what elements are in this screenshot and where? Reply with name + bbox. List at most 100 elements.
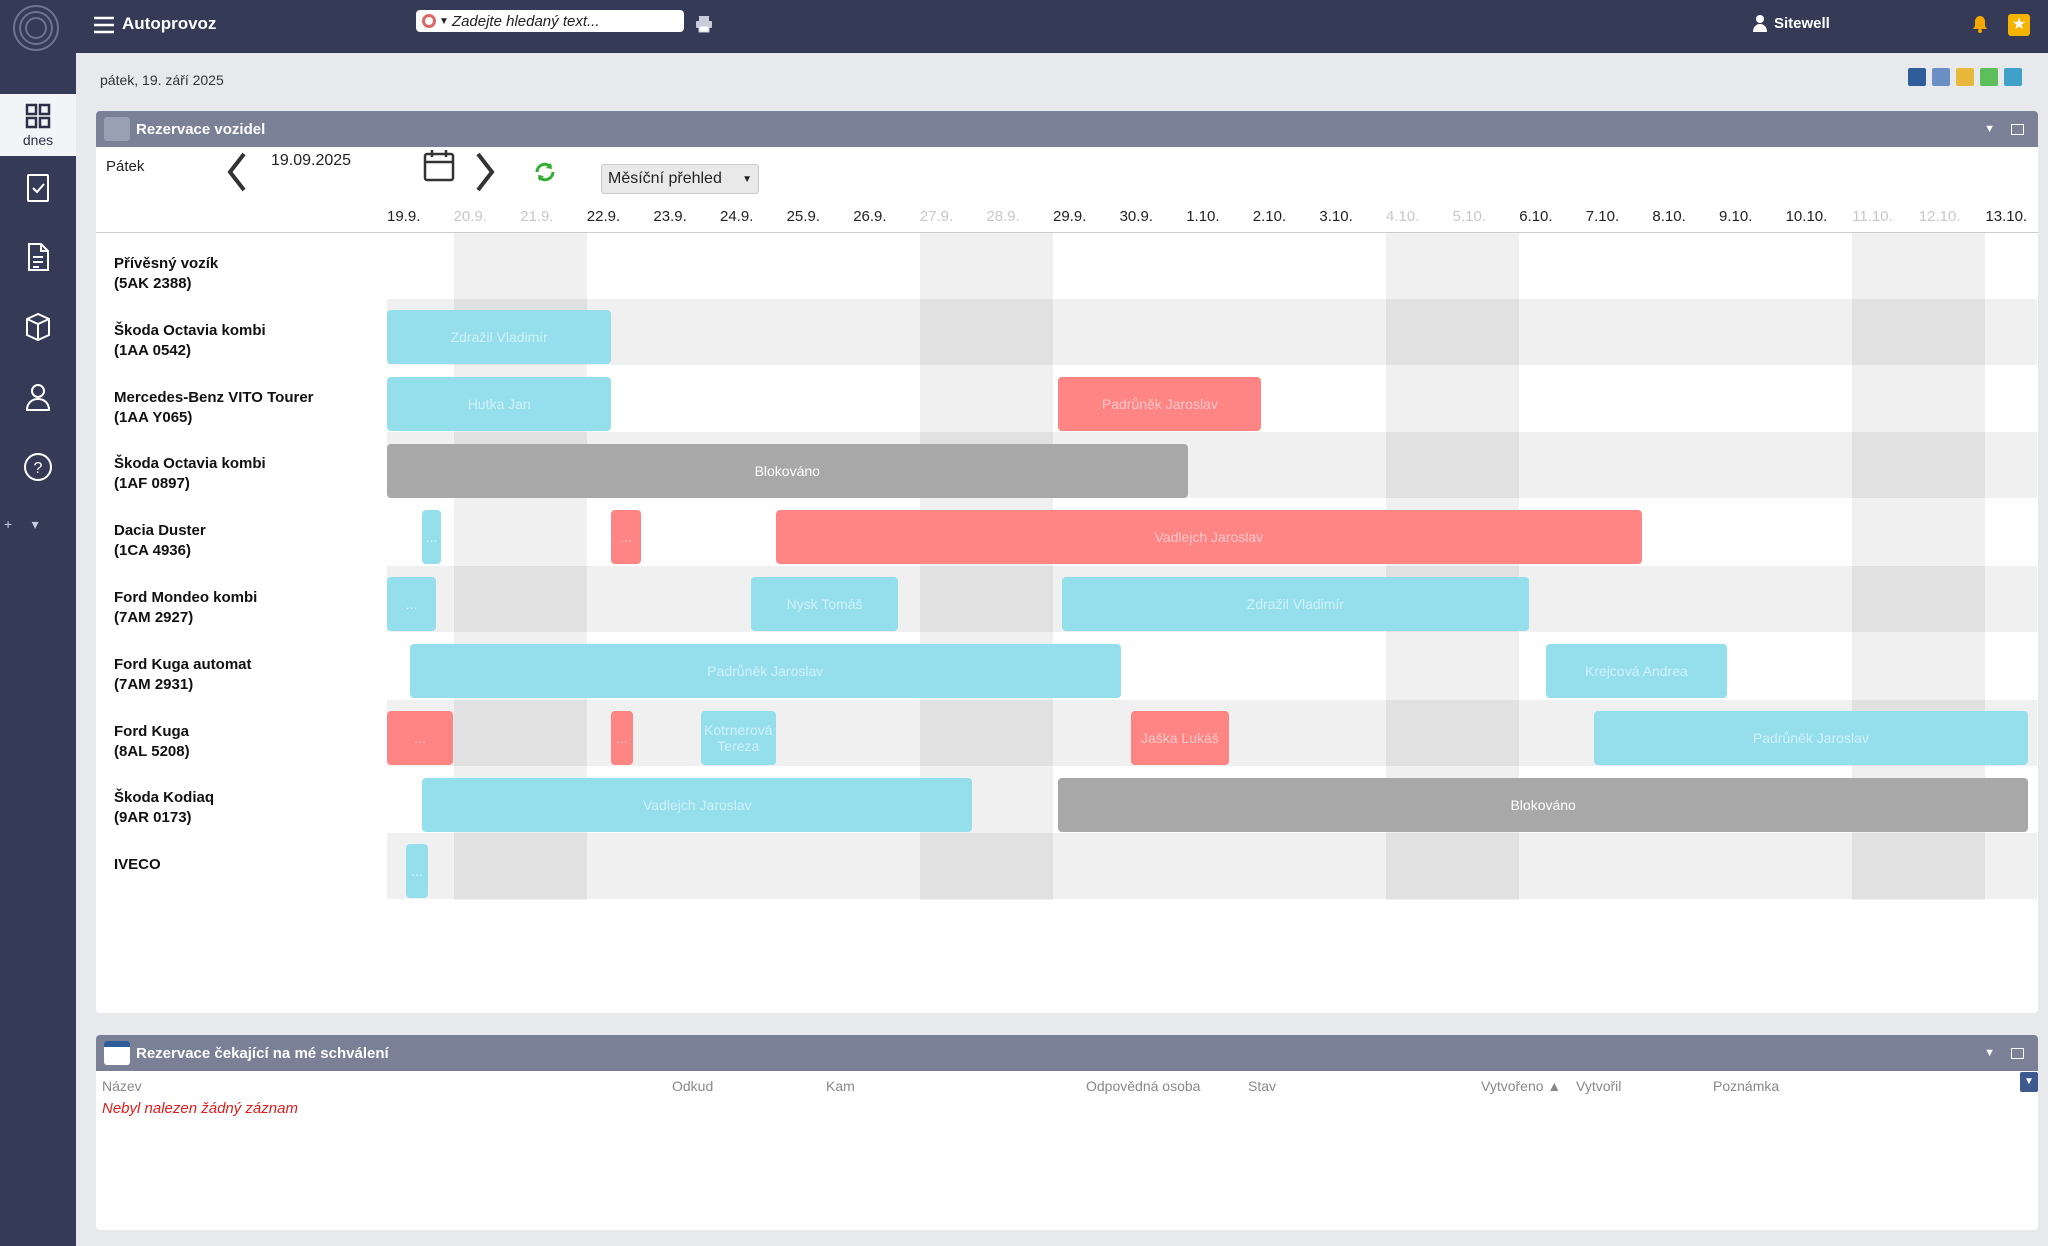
- sidebar-item-documents[interactable]: [0, 226, 76, 288]
- column-header[interactable]: Kam: [826, 1078, 855, 1094]
- current-date: pátek, 19. září 2025: [100, 72, 224, 88]
- date-label: 20.9.: [453, 208, 487, 225]
- favorites-star-icon[interactable]: ★: [2008, 14, 2030, 36]
- vehicle-label[interactable]: Ford Mondeo kombi (7AM 2927): [114, 589, 258, 626]
- search-scope-icon[interactable]: [422, 14, 436, 28]
- vehicle-label[interactable]: Ford Kuga (8AL 5208): [114, 722, 190, 760]
- reservation-bar[interactable]: Padrůněk Jaroslav: [1593, 710, 2028, 765]
- reservation-bar[interactable]: ...: [406, 844, 428, 899]
- print-icon[interactable]: [694, 14, 714, 34]
- search-input[interactable]: ▼ Zadejte hledaný text...: [416, 10, 684, 32]
- date-label: 27.9.: [919, 208, 954, 225]
- column-header[interactable]: Název: [102, 1078, 142, 1094]
- column-header[interactable]: Stav: [1248, 1078, 1277, 1094]
- view-select[interactable]: Měsíční přehled ▼: [601, 164, 759, 194]
- user-icon: [1753, 15, 1767, 32]
- save-layout-icon[interactable]: [1908, 68, 1926, 86]
- column-header[interactable]: Vytvořeno ▲: [1481, 1078, 1562, 1094]
- sidebar-item-label: dnes: [22, 132, 54, 148]
- reservation-bar[interactable]: ...: [387, 577, 437, 632]
- next-arrow-icon[interactable]: [470, 150, 498, 194]
- vehicle-label[interactable]: Dacia Duster (1CA 4936): [114, 522, 206, 560]
- sidebar-item-help[interactable]: ?: [0, 436, 76, 498]
- chevron-down-icon[interactable]: ▼: [439, 15, 449, 27]
- reservation-bar[interactable]: Jaška Lukáš: [1130, 710, 1229, 765]
- edit-pencil-icon[interactable]: [1956, 68, 1974, 86]
- reservation-bar[interactable]: Zdražil Vladimír: [1061, 577, 1530, 632]
- toolbar: [1908, 68, 2022, 86]
- reservation-bar[interactable]: Hutka Jan: [387, 376, 612, 431]
- reservation-bar[interactable]: Nysk Tomáš: [751, 577, 898, 632]
- reservation-bar[interactable]: Zdražil Vladimír: [387, 310, 612, 364]
- prev-arrow-icon[interactable]: [224, 150, 252, 194]
- sidebar-item-catalog[interactable]: [0, 296, 76, 358]
- checklist-icon: [27, 174, 49, 202]
- vehicle-label[interactable]: Škoda Kodiaq (9AR 0173): [114, 789, 215, 827]
- vehicle-label[interactable]: IVECO: [114, 856, 161, 874]
- reservation-bar[interactable]: Padrůněk Jaroslav: [409, 644, 1121, 698]
- sidebar-item-user[interactable]: [0, 366, 76, 428]
- date-label: 8.10.: [1652, 208, 1686, 225]
- reservation-bar[interactable]: Vadlejch Jaroslav: [775, 510, 1642, 565]
- layout-icon[interactable]: [2004, 68, 2022, 86]
- vehicle-label[interactable]: Mercedes-Benz VITO Tourer (1AA Y065): [114, 388, 314, 426]
- calendar-icon[interactable]: [422, 148, 456, 184]
- pending-approvals-panel: Rezervace čekající na mé schválení ▼: [96, 1035, 2038, 1230]
- reservation-bar[interactable]: Padrůněk Jaroslav: [1058, 376, 1262, 431]
- reservation-bar[interactable]: Blokováno: [387, 443, 1188, 498]
- hamburger-menu-icon[interactable]: [92, 14, 116, 36]
- date-label: 1.10.: [1186, 208, 1220, 225]
- maximize-icon[interactable]: [2011, 1047, 2024, 1059]
- header-divider: [96, 232, 2038, 233]
- reservation-bar[interactable]: ...: [611, 710, 633, 765]
- vehicle-label[interactable]: Přívěsný vozík (5AK 2388): [114, 255, 219, 292]
- reservation-bar[interactable]: ...: [387, 710, 453, 765]
- sidebar: dnes ? + ▾: [0, 0, 76, 1246]
- help-icon: ?: [24, 453, 52, 481]
- refresh-icon[interactable]: [533, 160, 557, 184]
- vehicle-label[interactable]: Ford Kuga automat (7AM 2931): [114, 655, 252, 693]
- date-field[interactable]: 19.09.2025: [271, 152, 352, 169]
- sidebar-more-toggle[interactable]: + ▾: [4, 516, 39, 532]
- column-header[interactable]: Odkud: [672, 1078, 714, 1094]
- date-label: 21.9.: [520, 208, 554, 225]
- date-label: 6.10.: [1519, 208, 1553, 225]
- reservation-bar[interactable]: Vadlejch Jaroslav: [422, 777, 973, 832]
- reservation-bar[interactable]: ...: [611, 510, 641, 565]
- user-name: Sitewell: [1774, 14, 1830, 32]
- date-label: 5.10.: [1452, 208, 1486, 225]
- sidebar-item-tasks[interactable]: [0, 156, 76, 218]
- column-header[interactable]: Odpovědná osoba: [1086, 1078, 1201, 1094]
- reservation-bar[interactable]: Blokováno: [1058, 777, 2028, 832]
- date-label: 25.9.: [786, 208, 820, 225]
- reservation-bar[interactable]: ...: [422, 510, 441, 565]
- date-label: 24.9.: [720, 208, 754, 225]
- document-icon: [28, 243, 49, 271]
- date-label: 9.10.: [1719, 208, 1753, 225]
- user-menu[interactable]: Sitewell: [1752, 14, 1830, 32]
- collapse-icon[interactable]: ▼: [1984, 123, 1995, 135]
- column-menu-icon[interactable]: ▼: [2020, 1072, 2038, 1092]
- column-header[interactable]: Poznámka: [1713, 1078, 1780, 1094]
- add-panel-icon[interactable]: [1980, 68, 1998, 86]
- box-icon: [26, 312, 50, 342]
- panel-header: Rezervace vozidel ▼: [96, 111, 2038, 147]
- vehicle-label[interactable]: Škoda Octavia kombi (1AA 0542): [114, 321, 266, 359]
- maximize-icon[interactable]: [2011, 123, 2024, 135]
- bell-icon[interactable]: [1970, 14, 1990, 34]
- date-label: 22.9.: [586, 208, 621, 225]
- column-header[interactable]: Vytvořil: [1576, 1078, 1622, 1094]
- save-as-icon[interactable]: [1932, 68, 1950, 86]
- reservation-bar[interactable]: Krejcová Andrea: [1545, 644, 1727, 698]
- row-stripe: [387, 298, 2037, 365]
- date-label: 10.10.: [1785, 208, 1828, 225]
- date-label: 30.9.: [1119, 208, 1153, 225]
- date-label: 19.9.: [387, 208, 421, 225]
- vehicle-label[interactable]: Škoda Octavia kombi (1AF 0897): [114, 455, 266, 493]
- reservation-bar[interactable]: Kotrnerová Tereza: [700, 710, 776, 765]
- top-bar: Autoprovoz ▼ Zadejte hledaný text... Sit…: [76, 0, 2048, 53]
- collapse-icon[interactable]: ▼: [1984, 1047, 1995, 1059]
- date-label: 2.10.: [1252, 208, 1287, 225]
- sidebar-item-today[interactable]: dnes: [0, 94, 76, 156]
- table-icon: [104, 1041, 130, 1065]
